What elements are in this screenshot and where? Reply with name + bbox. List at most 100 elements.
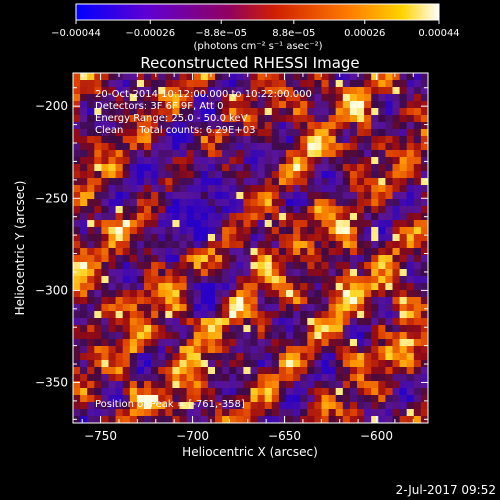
heatmap-cell [101,367,110,375]
heatmap-cell [357,136,365,144]
heatmap-cell [129,416,138,423]
heatmap-cell [87,178,95,186]
heatmap-cell [129,115,138,123]
heatmap-cell [144,178,152,186]
heatmap-cell [364,206,372,214]
heatmap-cell [179,311,188,319]
heatmap-cell [222,297,230,305]
heatmap-cell [399,248,408,256]
heatmap-cell [307,269,315,277]
colorbar-tick-label: 0.00044 [418,28,459,39]
heatmap-cell [307,290,315,298]
heatmap-cell [179,416,188,423]
heatmap-cell [73,409,81,417]
heatmap-cell [257,94,266,102]
heatmap-cell [179,283,188,291]
heatmap-cell [136,150,145,158]
heatmap-cell [250,262,259,270]
heatmap-cell [136,213,145,221]
heatmap-cell [342,241,351,249]
heatmap-cell [222,318,230,326]
heatmap-cell [222,374,230,382]
heatmap-cell [215,241,223,249]
y-tick-label: −300 [35,283,68,297]
heatmap-cell [207,185,216,193]
heatmap-cell [186,388,195,396]
heatmap-cell [413,227,422,235]
heatmap-cell [314,171,323,179]
heatmap-cell [236,192,244,200]
heatmap-cell [342,213,351,221]
heatmap-cell [286,136,294,144]
heatmap-cell [80,374,88,382]
heatmap-cell [108,360,117,368]
heatmap-cell [73,353,81,361]
heatmap-cell [193,248,202,256]
heatmap-cell [335,241,344,249]
heatmap-cell [179,157,188,165]
heatmap-cell [151,101,159,109]
heatmap-cell [215,115,223,123]
heatmap-cell [129,199,138,207]
heatmap-cell [115,269,124,277]
heatmap-cell [420,171,428,179]
heatmap-cell [271,101,280,109]
heatmap-cell [271,241,280,249]
heatmap-cell [300,367,308,375]
heatmap-cell [300,206,308,214]
heatmap-cell [243,360,252,368]
heatmap-cell [200,185,209,193]
heatmap-cell [328,255,337,263]
heatmap-cell [207,234,216,242]
heatmap-cell [278,136,287,144]
heatmap-cell [300,150,308,158]
heatmap-cell [122,115,131,123]
heatmap-cell [349,115,358,123]
heatmap-cell [80,346,88,354]
heatmap-cell [80,192,88,200]
heatmap-cell [122,206,131,214]
heatmap-cell [278,262,287,270]
heatmap-cell [243,304,252,312]
heatmap-cell [349,255,358,263]
heatmap-cell [80,136,88,144]
heatmap-cell [87,360,95,368]
heatmap-cell [172,283,181,291]
heatmap-cell [378,94,386,102]
heatmap-cell [80,395,88,403]
heatmap-cell [271,87,280,95]
heatmap-cell [399,255,408,263]
heatmap-cell [73,101,81,109]
heatmap-cell [73,395,81,403]
heatmap-cell [136,346,145,354]
heatmap-cell [200,248,209,256]
heatmap-cell [335,164,344,172]
heatmap-cell [357,80,365,88]
heatmap-cell [328,241,337,249]
heatmap-cell [250,290,259,298]
heatmap-cell [179,276,188,284]
heatmap-cell [406,290,415,298]
heatmap-cell [108,150,117,158]
heatmap-cell [80,129,88,137]
heatmap-cell [420,402,428,410]
heatmap-cell [122,164,131,172]
heatmap-cell [94,164,102,172]
heatmap-cell [257,311,266,319]
heatmap-cell [420,346,428,354]
heatmap-cell [236,80,244,88]
heatmap-cell [250,220,259,228]
heatmap-cell [108,374,117,382]
heatmap-cell [222,136,230,144]
heatmap-cell [94,220,102,228]
heatmap-cell [172,318,181,326]
heatmap-cell [229,164,237,172]
heatmap-cell [413,276,422,284]
heatmap-cell [193,367,202,375]
heatmap-cell [307,318,315,326]
heatmap-cell [335,304,344,312]
heatmap-cell [307,234,315,242]
heatmap-cell [413,220,422,228]
heatmap-cell [371,283,379,291]
heatmap-cell [136,143,145,151]
